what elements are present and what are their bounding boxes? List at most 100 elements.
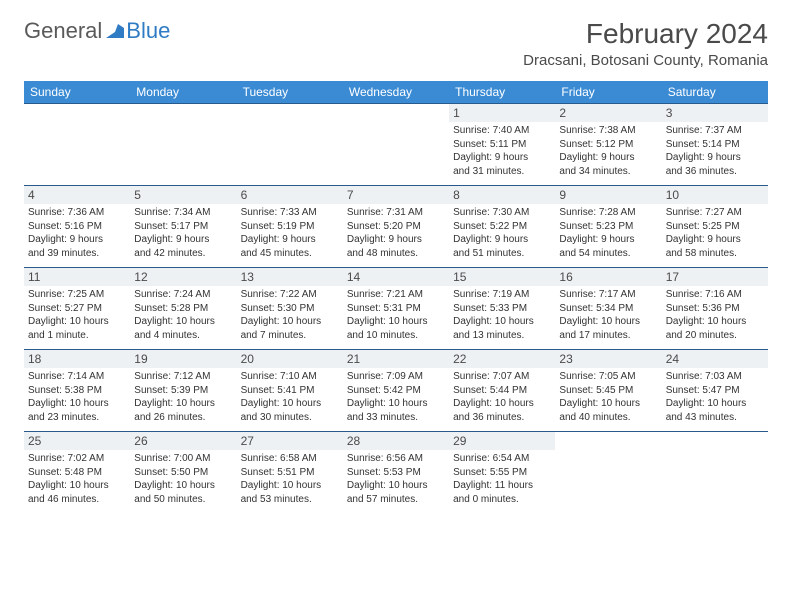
day-data-line: Sunrise: 7:25 AM — [28, 288, 126, 302]
day-number: 5 — [130, 186, 236, 204]
day-data-line: and 36 minutes. — [666, 165, 764, 179]
day-data-line: Sunset: 5:17 PM — [134, 220, 232, 234]
day-data-line: Sunrise: 7:21 AM — [347, 288, 445, 302]
day-number: 28 — [343, 432, 449, 450]
day-number: 12 — [130, 268, 236, 286]
day-data-line: and 53 minutes. — [241, 493, 339, 507]
day-data-line: Sunrise: 7:22 AM — [241, 288, 339, 302]
calendar-cell: 3Sunrise: 7:37 AMSunset: 5:14 PMDaylight… — [662, 104, 768, 186]
day-data-line: and 51 minutes. — [453, 247, 551, 261]
day-data-line: Sunset: 5:34 PM — [559, 302, 657, 316]
day-data-line: Daylight: 9 hours — [559, 233, 657, 247]
day-number: 23 — [555, 350, 661, 368]
day-number: 21 — [343, 350, 449, 368]
day-data-line: and 54 minutes. — [559, 247, 657, 261]
day-data: Sunrise: 6:58 AMSunset: 5:51 PMDaylight:… — [241, 452, 339, 506]
day-data-line: and 4 minutes. — [134, 329, 232, 343]
day-data-line: Sunset: 5:28 PM — [134, 302, 232, 316]
day-number: 14 — [343, 268, 449, 286]
day-data-line: Sunset: 5:53 PM — [347, 466, 445, 480]
calendar-cell: 8Sunrise: 7:30 AMSunset: 5:22 PMDaylight… — [449, 186, 555, 268]
day-data: Sunrise: 7:24 AMSunset: 5:28 PMDaylight:… — [134, 288, 232, 342]
day-data-line: Sunrise: 7:30 AM — [453, 206, 551, 220]
day-data: Sunrise: 7:00 AMSunset: 5:50 PMDaylight:… — [134, 452, 232, 506]
day-data: Sunrise: 7:10 AMSunset: 5:41 PMDaylight:… — [241, 370, 339, 424]
calendar-body: 1Sunrise: 7:40 AMSunset: 5:11 PMDaylight… — [24, 104, 768, 514]
day-data-line: and 7 minutes. — [241, 329, 339, 343]
day-data-line: Sunset: 5:45 PM — [559, 384, 657, 398]
day-data: Sunrise: 7:31 AMSunset: 5:20 PMDaylight:… — [347, 206, 445, 260]
day-data-line: Sunset: 5:51 PM — [241, 466, 339, 480]
day-data-line: and 23 minutes. — [28, 411, 126, 425]
calendar-cell: 17Sunrise: 7:16 AMSunset: 5:36 PMDayligh… — [662, 268, 768, 350]
day-data-line: Sunrise: 7:10 AM — [241, 370, 339, 384]
day-data-line: Daylight: 9 hours — [28, 233, 126, 247]
day-number: 20 — [237, 350, 343, 368]
day-data-line: Sunset: 5:23 PM — [559, 220, 657, 234]
day-data-line: Daylight: 10 hours — [28, 479, 126, 493]
day-number: 7 — [343, 186, 449, 204]
day-data-line: Daylight: 10 hours — [134, 397, 232, 411]
day-data-line: Sunrise: 7:16 AM — [666, 288, 764, 302]
day-number: 2 — [555, 104, 661, 122]
day-number: 17 — [662, 268, 768, 286]
day-data-line: Sunrise: 7:00 AM — [134, 452, 232, 466]
day-data-line: and 30 minutes. — [241, 411, 339, 425]
day-data-line: Sunrise: 7:19 AM — [453, 288, 551, 302]
col-header: Friday — [555, 81, 661, 104]
calendar-cell: 13Sunrise: 7:22 AMSunset: 5:30 PMDayligh… — [237, 268, 343, 350]
day-data-line: Sunrise: 7:24 AM — [134, 288, 232, 302]
day-data-line: Daylight: 10 hours — [347, 479, 445, 493]
day-data-line: Daylight: 10 hours — [28, 315, 126, 329]
day-data-line: Daylight: 10 hours — [666, 397, 764, 411]
calendar-row: 4Sunrise: 7:36 AMSunset: 5:16 PMDaylight… — [24, 186, 768, 268]
day-data: Sunrise: 7:40 AMSunset: 5:11 PMDaylight:… — [453, 124, 551, 178]
col-header: Monday — [130, 81, 236, 104]
day-data-line: Sunrise: 7:09 AM — [347, 370, 445, 384]
day-data-line: Daylight: 9 hours — [241, 233, 339, 247]
day-data-line: Sunset: 5:27 PM — [28, 302, 126, 316]
day-data-line: Sunrise: 7:33 AM — [241, 206, 339, 220]
day-data-line: Sunrise: 7:27 AM — [666, 206, 764, 220]
day-data: Sunrise: 7:12 AMSunset: 5:39 PMDaylight:… — [134, 370, 232, 424]
calendar-cell: 19Sunrise: 7:12 AMSunset: 5:39 PMDayligh… — [130, 350, 236, 432]
day-data-line: Sunset: 5:22 PM — [453, 220, 551, 234]
day-data: Sunrise: 7:27 AMSunset: 5:25 PMDaylight:… — [666, 206, 764, 260]
calendar-cell: 4Sunrise: 7:36 AMSunset: 5:16 PMDaylight… — [24, 186, 130, 268]
day-data-line: and 10 minutes. — [347, 329, 445, 343]
day-data-line: Daylight: 9 hours — [666, 233, 764, 247]
day-data-line: and 57 minutes. — [347, 493, 445, 507]
day-data-line: Sunset: 5:42 PM — [347, 384, 445, 398]
brand-logo: General Blue — [24, 18, 170, 44]
day-data-line: Daylight: 10 hours — [453, 315, 551, 329]
day-data: Sunrise: 7:38 AMSunset: 5:12 PMDaylight:… — [559, 124, 657, 178]
day-data-line: Daylight: 10 hours — [453, 397, 551, 411]
day-data-line: Sunrise: 6:58 AM — [241, 452, 339, 466]
day-number: 9 — [555, 186, 661, 204]
day-data-line: Daylight: 9 hours — [347, 233, 445, 247]
day-data-line: Sunrise: 7:07 AM — [453, 370, 551, 384]
calendar-cell — [130, 104, 236, 186]
day-number: 3 — [662, 104, 768, 122]
day-number: 16 — [555, 268, 661, 286]
day-data-line: Sunset: 5:16 PM — [28, 220, 126, 234]
day-data-line: and 42 minutes. — [134, 247, 232, 261]
day-data-line: Sunrise: 7:03 AM — [666, 370, 764, 384]
day-data-line: Sunset: 5:19 PM — [241, 220, 339, 234]
calendar-cell: 22Sunrise: 7:07 AMSunset: 5:44 PMDayligh… — [449, 350, 555, 432]
col-header: Sunday — [24, 81, 130, 104]
day-data-line: Daylight: 10 hours — [241, 315, 339, 329]
day-data-line: and 34 minutes. — [559, 165, 657, 179]
calendar-row: 25Sunrise: 7:02 AMSunset: 5:48 PMDayligh… — [24, 432, 768, 514]
col-header: Tuesday — [237, 81, 343, 104]
day-number: 26 — [130, 432, 236, 450]
day-data-line: Daylight: 10 hours — [666, 315, 764, 329]
day-data-line: Sunset: 5:31 PM — [347, 302, 445, 316]
calendar-cell: 23Sunrise: 7:05 AMSunset: 5:45 PMDayligh… — [555, 350, 661, 432]
calendar-row: 18Sunrise: 7:14 AMSunset: 5:38 PMDayligh… — [24, 350, 768, 432]
day-data-line: Sunrise: 7:38 AM — [559, 124, 657, 138]
day-data: Sunrise: 7:02 AMSunset: 5:48 PMDaylight:… — [28, 452, 126, 506]
day-data-line: and 26 minutes. — [134, 411, 232, 425]
day-data-line: Sunset: 5:33 PM — [453, 302, 551, 316]
calendar-cell: 21Sunrise: 7:09 AMSunset: 5:42 PMDayligh… — [343, 350, 449, 432]
